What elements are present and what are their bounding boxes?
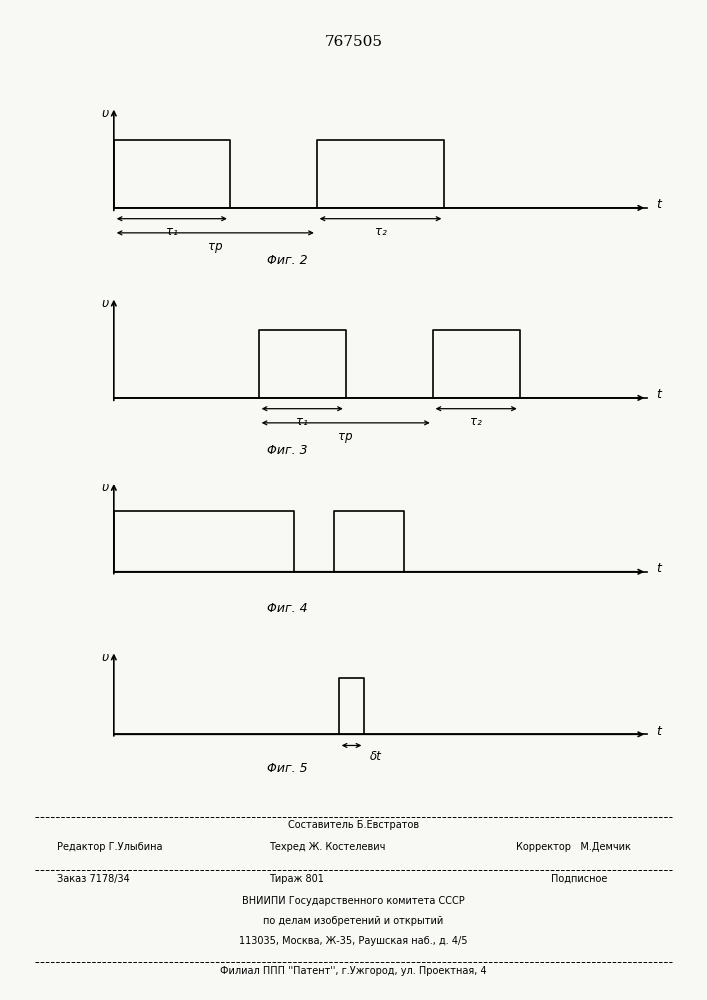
Text: Составитель Б.Евстратов: Составитель Б.Евстратов [288, 820, 419, 830]
Text: τ₂: τ₂ [470, 415, 482, 428]
Text: τ₁: τ₁ [296, 415, 308, 428]
Text: Заказ 7178/34: Заказ 7178/34 [57, 874, 129, 884]
Text: t: t [656, 725, 661, 738]
Text: Φиг. 5: Φиг. 5 [267, 762, 308, 775]
Text: τр: τр [208, 240, 223, 253]
Text: τр: τр [339, 430, 353, 443]
Text: Φиг. 4: Φиг. 4 [267, 602, 308, 615]
Text: υ: υ [102, 481, 109, 494]
Text: Подписное: Подписное [551, 874, 608, 884]
Text: ВНИИПИ Государственного комитета СССР: ВНИИПИ Государственного комитета СССР [242, 896, 465, 906]
Text: t: t [656, 562, 661, 575]
Text: Тираж 801: Тираж 801 [269, 874, 325, 884]
Text: Корректор   М.Демчик: Корректор М.Демчик [516, 842, 631, 852]
Text: τ₁: τ₁ [166, 225, 177, 238]
Text: Редактор Г.Улыбина: Редактор Г.Улыбина [57, 842, 162, 852]
Text: υ: υ [102, 651, 109, 664]
Text: Филиал ППП ''Патент'', г.Ужгород, ул. Проектная, 4: Филиал ППП ''Патент'', г.Ужгород, ул. Пр… [220, 966, 487, 976]
Text: 113035, Москва, Ж-35, Раушская наб., д. 4/5: 113035, Москва, Ж-35, Раушская наб., д. … [239, 936, 468, 946]
Text: τ₂: τ₂ [375, 225, 387, 238]
Text: υ: υ [102, 297, 109, 310]
Text: Техред Ж. Костелевич: Техред Ж. Костелевич [269, 842, 385, 852]
Text: 767505: 767505 [325, 35, 382, 49]
Text: t: t [656, 388, 661, 401]
Text: t: t [656, 198, 661, 211]
Text: υ: υ [102, 107, 109, 120]
Text: δt: δt [370, 750, 382, 763]
Text: Φиг. 3: Φиг. 3 [267, 444, 308, 457]
Text: по делам изобретений и открытий: по делам изобретений и открытий [264, 916, 443, 926]
Text: Φиг. 2: Φиг. 2 [267, 254, 308, 267]
